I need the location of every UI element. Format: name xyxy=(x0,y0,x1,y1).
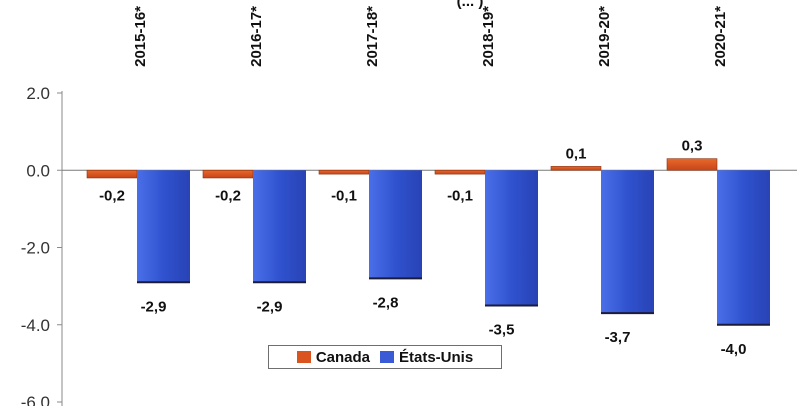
data-label-canada: -0,2 xyxy=(99,187,125,204)
legend-item-canada: Canada xyxy=(296,348,370,366)
y-tick-label: -4.0 xyxy=(21,316,50,335)
data-label-usa: -2,8 xyxy=(373,294,399,311)
legend-label-usa: États-Unis xyxy=(399,348,474,366)
bar-usa xyxy=(369,170,422,279)
chart-title: (... ) xyxy=(457,0,484,10)
y-tick-label: 0.0 xyxy=(26,161,50,180)
data-label-usa: -3,7 xyxy=(605,329,631,346)
chart-legend: Canada États-Unis xyxy=(268,345,502,369)
data-label-canada: -0,1 xyxy=(447,187,473,204)
x-category-label: 2017-18* xyxy=(364,6,381,67)
data-label-usa: -3,5 xyxy=(489,321,515,338)
legend-swatch-usa xyxy=(380,351,394,363)
bar-usa xyxy=(253,170,306,283)
x-category-label: 2016-17* xyxy=(248,6,265,67)
bar-usa xyxy=(717,170,770,325)
data-label-canada: 0,3 xyxy=(682,138,703,155)
bar-canada xyxy=(434,169,486,175)
data-label-usa: -4,0 xyxy=(721,341,747,358)
legend-item-usa: États-Unis xyxy=(380,349,473,366)
x-category-label: 2015-16* xyxy=(132,6,149,67)
data-label-canada: -0,2 xyxy=(215,187,241,204)
bar-usa xyxy=(601,170,654,314)
bar-usa xyxy=(137,170,190,283)
data-label-usa: -2,9 xyxy=(257,298,283,315)
y-tick-label: 2.0 xyxy=(26,84,50,103)
x-category-label: 2020-21* xyxy=(712,6,729,67)
bar-canada xyxy=(202,169,254,179)
bar-canada xyxy=(550,166,602,171)
data-label-canada: 0,1 xyxy=(566,145,587,162)
data-label-usa: -2,9 xyxy=(141,298,167,315)
data-label-canada: -0,1 xyxy=(331,187,357,204)
x-category-label: 2019-20* xyxy=(596,6,613,67)
legend-label-canada: Canada xyxy=(315,348,370,366)
y-tick-label: -6.0 xyxy=(21,393,50,406)
bar-canada xyxy=(318,169,370,175)
y-tick-label: -2.0 xyxy=(21,239,50,258)
x-category-label: 2018-19* xyxy=(480,6,497,67)
bar-usa xyxy=(485,170,538,306)
legend-swatch-canada xyxy=(296,351,311,363)
bar-canada xyxy=(666,158,718,171)
bar-canada xyxy=(86,169,138,179)
